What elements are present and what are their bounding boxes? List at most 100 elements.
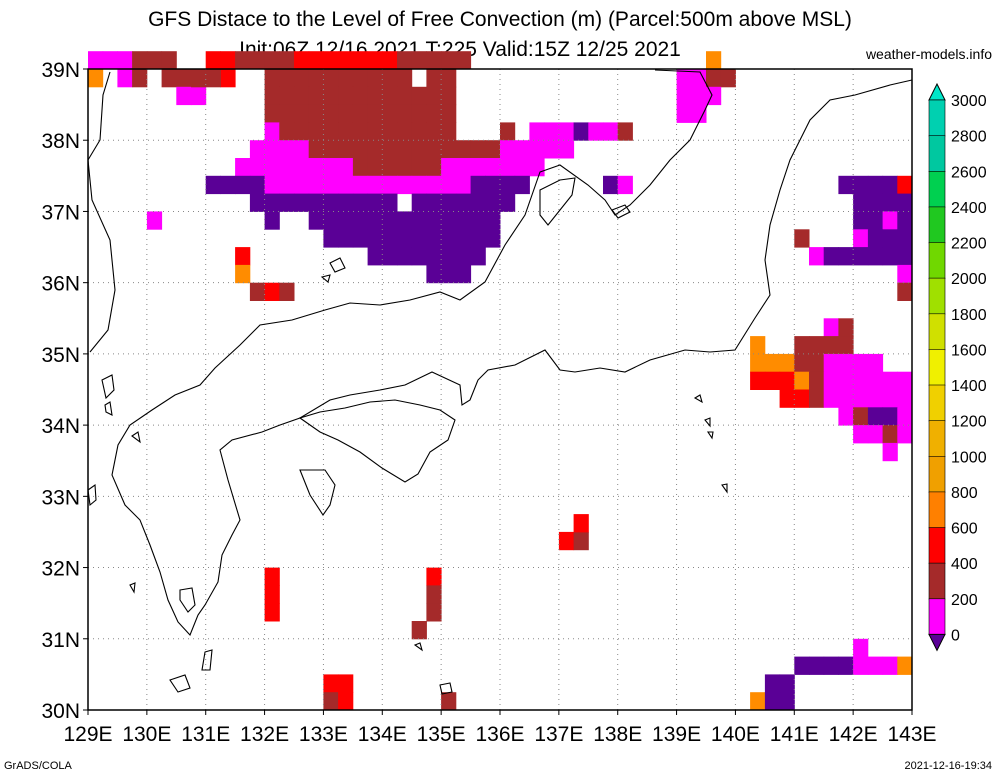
- colorbar-swatch: [928, 491, 946, 529]
- field-cell: [279, 193, 295, 212]
- field-cell: [441, 193, 457, 212]
- field-cell: [323, 140, 339, 159]
- field-cell: [794, 353, 810, 373]
- field-cell: [809, 353, 825, 373]
- field-cell: [455, 158, 472, 177]
- field-cell: [161, 69, 177, 88]
- field-cell: [426, 585, 442, 604]
- field-cell: [397, 69, 413, 88]
- lon-axis-labels: 129E 130E 131E 132E 133E 134E 135E 136E 137E 138E…: [63, 710, 937, 746]
- field-cell: [294, 86, 310, 106]
- field-cell: [823, 656, 839, 675]
- colorbar-swatch: [928, 598, 946, 636]
- field-cell: [411, 158, 427, 177]
- field-cell: [794, 389, 810, 408]
- field-cell: [205, 175, 221, 195]
- field-cell: [603, 175, 619, 195]
- field-cell: [102, 51, 118, 70]
- field-cell: [264, 86, 280, 106]
- field-cell: [603, 122, 619, 141]
- field-cell: [426, 158, 442, 177]
- field-cell: [514, 175, 530, 195]
- field-cell: [294, 69, 310, 88]
- field-cell: [544, 140, 560, 159]
- field-cell: [867, 371, 884, 390]
- field-cell: [382, 86, 398, 106]
- field-cell: [338, 211, 354, 230]
- field-cell: [853, 656, 869, 675]
- field-cell: [220, 69, 236, 88]
- field-cell: [882, 371, 898, 390]
- field-cell: [279, 140, 295, 159]
- colorbar-swatch: [928, 420, 946, 458]
- field-cell: [382, 193, 398, 212]
- lon-label: 140E: [711, 723, 760, 746]
- footer-credit: GrADS/COLA: [4, 760, 72, 772]
- colorbar-swatch: [928, 313, 946, 351]
- lfc-map: 129E 130E 131E 132E 133E 134E 135E 136E 137E 138E…: [41, 51, 987, 746]
- field-cell: [897, 389, 913, 408]
- field-cell: [249, 282, 266, 301]
- field-cell: [294, 158, 310, 177]
- field-cell: [691, 104, 707, 123]
- field-cell: [426, 69, 442, 88]
- field-cell: [397, 175, 413, 195]
- field-cell: [411, 51, 427, 70]
- field-cell: [367, 86, 383, 106]
- field-cell: [455, 211, 472, 230]
- field-cell: [779, 371, 795, 390]
- field-cell: [441, 140, 457, 159]
- lon-label: 143E: [887, 723, 936, 746]
- field-cell: [279, 51, 295, 70]
- field-cell: [426, 211, 442, 230]
- colorbar-label: 2600: [951, 164, 987, 181]
- field-cell: [308, 175, 324, 195]
- field-cell: [779, 674, 795, 693]
- field-cell: [264, 282, 280, 301]
- field-cell: [146, 51, 163, 70]
- field-cell: [397, 158, 413, 177]
- field-cell: [338, 51, 354, 70]
- lon-label: 133E: [299, 723, 348, 746]
- field-cell: [323, 692, 339, 711]
- colorbar-label: 1200: [951, 414, 987, 431]
- field-cell: [794, 656, 810, 675]
- field-cell: [382, 51, 398, 70]
- field-cell: [441, 229, 457, 248]
- field-cell: [220, 175, 236, 195]
- field-cell: [323, 193, 339, 212]
- field-cell: [573, 514, 589, 533]
- field-cell: [294, 104, 310, 123]
- field-cell: [367, 69, 383, 88]
- lat-axis-labels: 39N 38N 37N 36N 35N 34N 33N 32N 31N 30N: [41, 59, 88, 723]
- field-cell: [367, 175, 383, 195]
- lat-label: 34N: [41, 415, 80, 438]
- field-cells: [88, 51, 913, 711]
- field-cell: [397, 51, 413, 70]
- field-cell: [897, 264, 913, 284]
- field-cell: [514, 158, 530, 177]
- field-cell: [882, 211, 898, 230]
- field-cell: [338, 140, 354, 159]
- lat-label: 39N: [41, 59, 80, 82]
- colorbar-swatch: [928, 242, 946, 279]
- colorbar-swatch: [928, 384, 946, 422]
- field-cell: [205, 51, 221, 70]
- field-cell: [264, 122, 280, 141]
- field-cell: [352, 122, 369, 141]
- field-cell: [426, 122, 442, 141]
- colorbar-label: 2200: [951, 236, 987, 253]
- lat-label: 37N: [41, 201, 80, 224]
- field-cell: [426, 51, 442, 70]
- field-cell: [853, 371, 869, 390]
- field-cell: [897, 211, 913, 230]
- colorbar-label: 3000: [951, 93, 987, 110]
- field-cell: [558, 531, 575, 551]
- field-cell: [823, 318, 839, 337]
- colorbar-swatch: [928, 277, 946, 315]
- field-cell: [352, 104, 369, 123]
- field-cell: [617, 122, 633, 141]
- field-cell: [382, 104, 398, 123]
- field-cell: [323, 69, 339, 88]
- colorbar-label: 600: [951, 521, 978, 538]
